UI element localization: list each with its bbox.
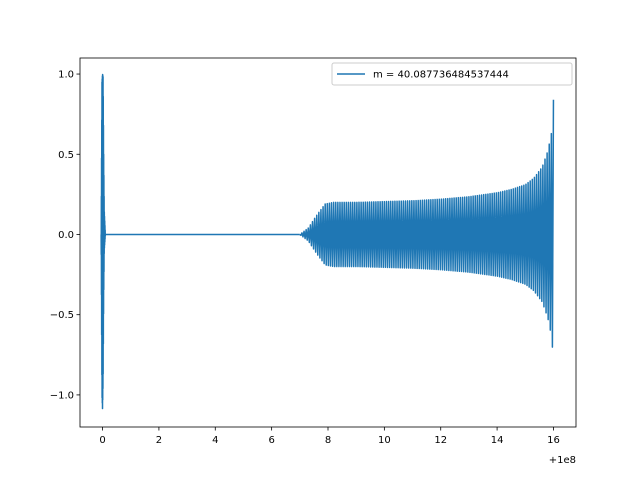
series-line-segment	[100, 73, 107, 410]
legend-entry: m = 40.087736484537444	[373, 70, 509, 81]
y-tick-label: −0.5	[50, 310, 74, 321]
legend: m = 40.087736484537444	[331, 62, 573, 86]
x-offset-label: +1e8	[549, 455, 576, 466]
x-axis: 0 2 4 6 8 10 12 14 16	[99, 427, 560, 446]
x-tick-label: 8	[325, 435, 331, 446]
legend-box	[331, 62, 573, 86]
x-tick-label: 4	[212, 435, 218, 446]
plot-area	[100, 73, 555, 410]
x-tick-label: 0	[99, 435, 105, 446]
y-tick-label: 0.0	[58, 230, 74, 241]
series-line-segment	[299, 99, 555, 348]
y-axis: −1.0 −0.5 0.0 0.5 1.0	[50, 70, 80, 401]
x-tick-label: 6	[268, 435, 274, 446]
y-tick-label: 0.5	[58, 150, 74, 161]
x-tick-label: 2	[156, 435, 162, 446]
y-tick-label: −1.0	[50, 390, 74, 401]
x-tick-label: 14	[491, 435, 504, 446]
x-tick-label: 12	[434, 435, 447, 446]
y-tick-label: 1.0	[58, 70, 74, 81]
x-tick-label: 10	[378, 435, 391, 446]
x-tick-label: 16	[547, 435, 560, 446]
